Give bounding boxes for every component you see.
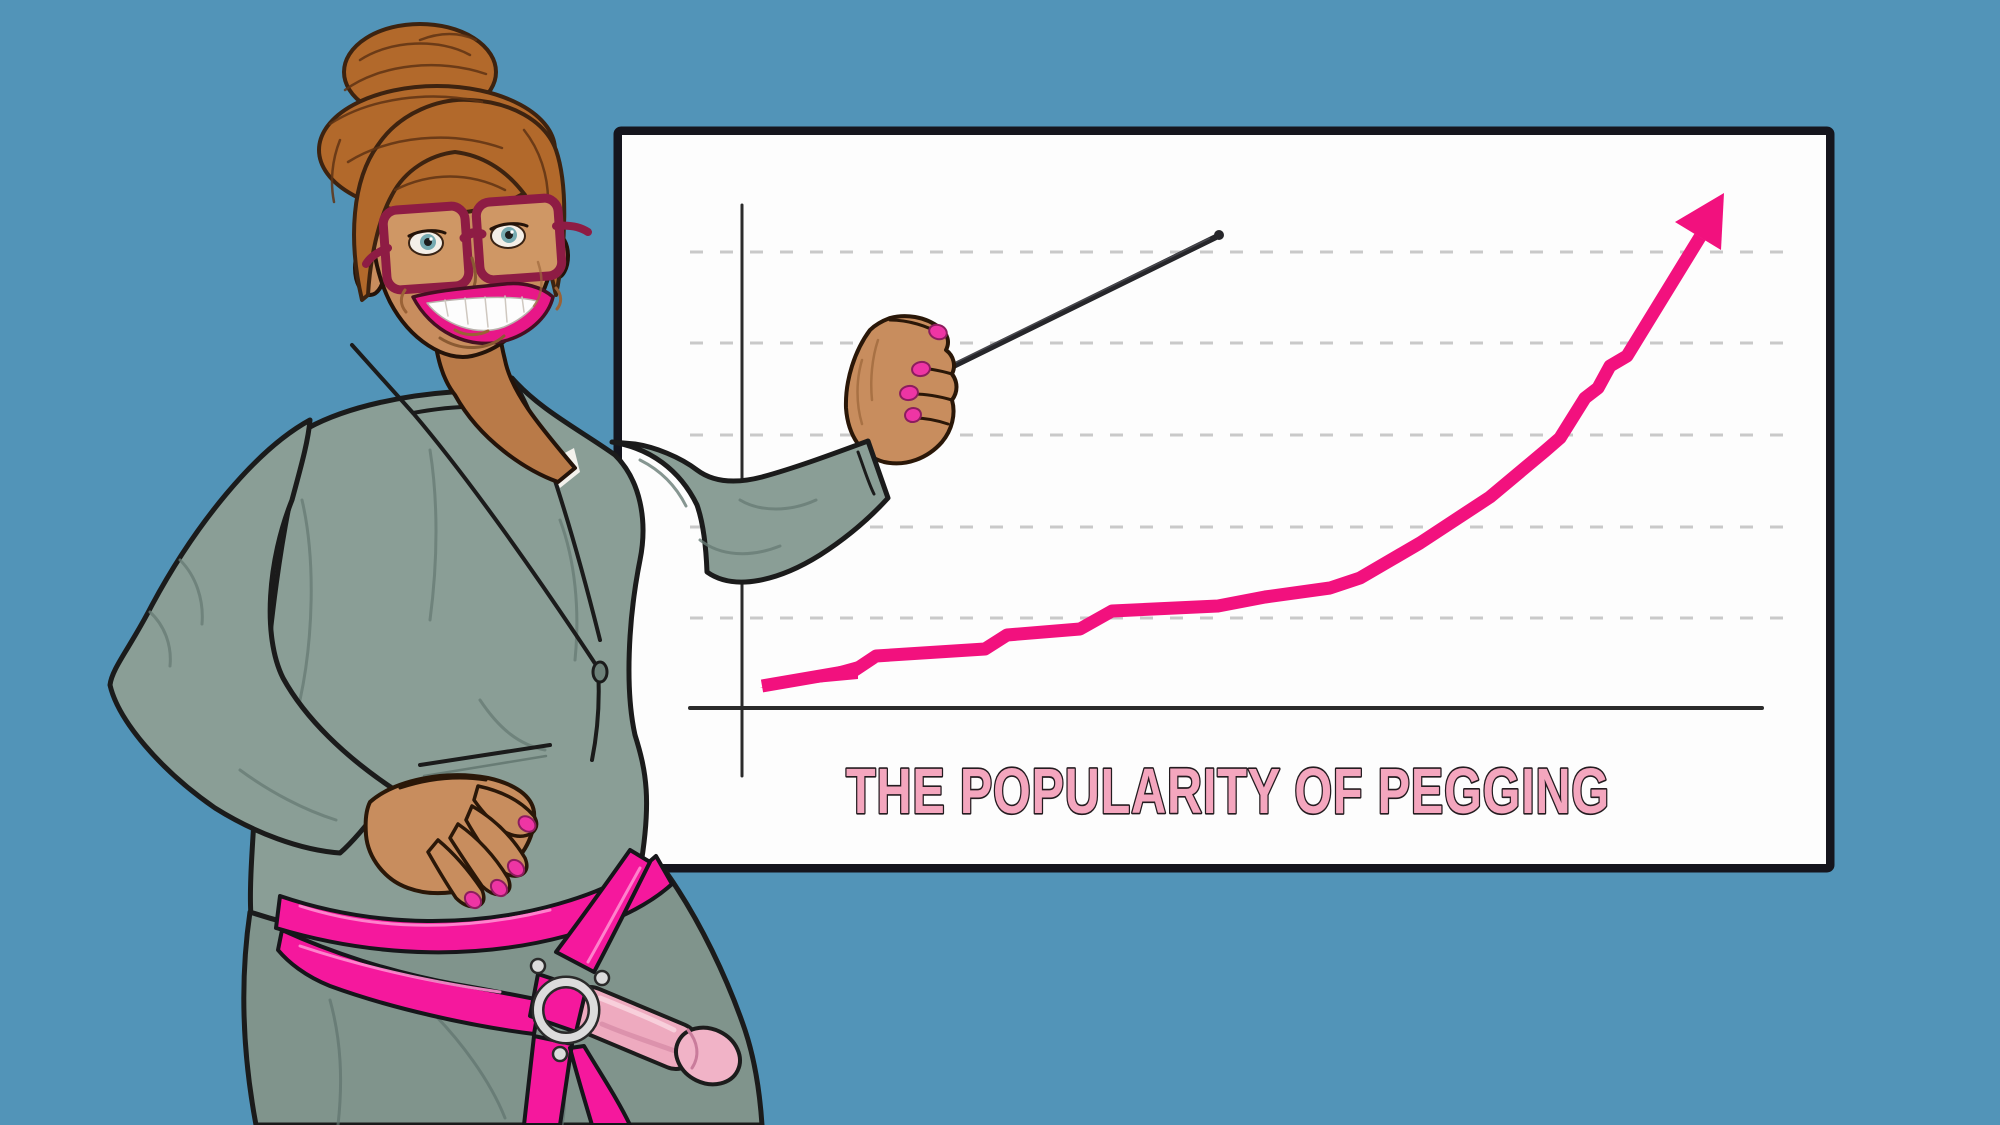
eye xyxy=(407,229,447,256)
harness-ring xyxy=(534,978,598,1042)
trend-line xyxy=(760,233,1706,693)
fist-holding-pointer xyxy=(843,314,959,466)
harness-right-strap xyxy=(554,848,652,974)
whiteboard: THE POPULARITY OF PEGGING xyxy=(613,126,1835,873)
smile xyxy=(399,281,563,346)
fingernail xyxy=(904,406,922,424)
toy-shaft xyxy=(569,989,697,1067)
harness-rivet xyxy=(593,969,611,987)
fingernail xyxy=(506,858,526,878)
jacket-button xyxy=(591,660,609,684)
fingernail xyxy=(911,360,931,378)
strap-on-harness xyxy=(274,848,742,1125)
pointer-stick xyxy=(922,230,1224,383)
pointer-tip-knob xyxy=(1214,230,1224,240)
glasses xyxy=(362,193,592,295)
jacket-pocket xyxy=(418,743,552,767)
chart-title: THE POPULARITY OF PEGGING xyxy=(846,755,1610,826)
presenter-figure xyxy=(107,22,959,1125)
head xyxy=(317,22,592,484)
teeth xyxy=(426,296,538,332)
raised-arm-sleeve xyxy=(609,438,891,585)
fingernail xyxy=(463,890,483,910)
fingernail xyxy=(928,323,948,341)
toy-head xyxy=(674,1025,742,1087)
trend-arrowhead-icon xyxy=(1675,193,1724,250)
harness-rivet xyxy=(551,1045,569,1063)
hand-on-hip xyxy=(363,773,539,910)
arm-on-hip xyxy=(107,417,539,910)
hair-bun xyxy=(317,22,567,302)
fingernail xyxy=(489,878,509,898)
fingernail xyxy=(899,384,919,402)
eye xyxy=(489,222,529,249)
fingernail xyxy=(517,815,537,833)
harness-rivet xyxy=(529,957,547,975)
